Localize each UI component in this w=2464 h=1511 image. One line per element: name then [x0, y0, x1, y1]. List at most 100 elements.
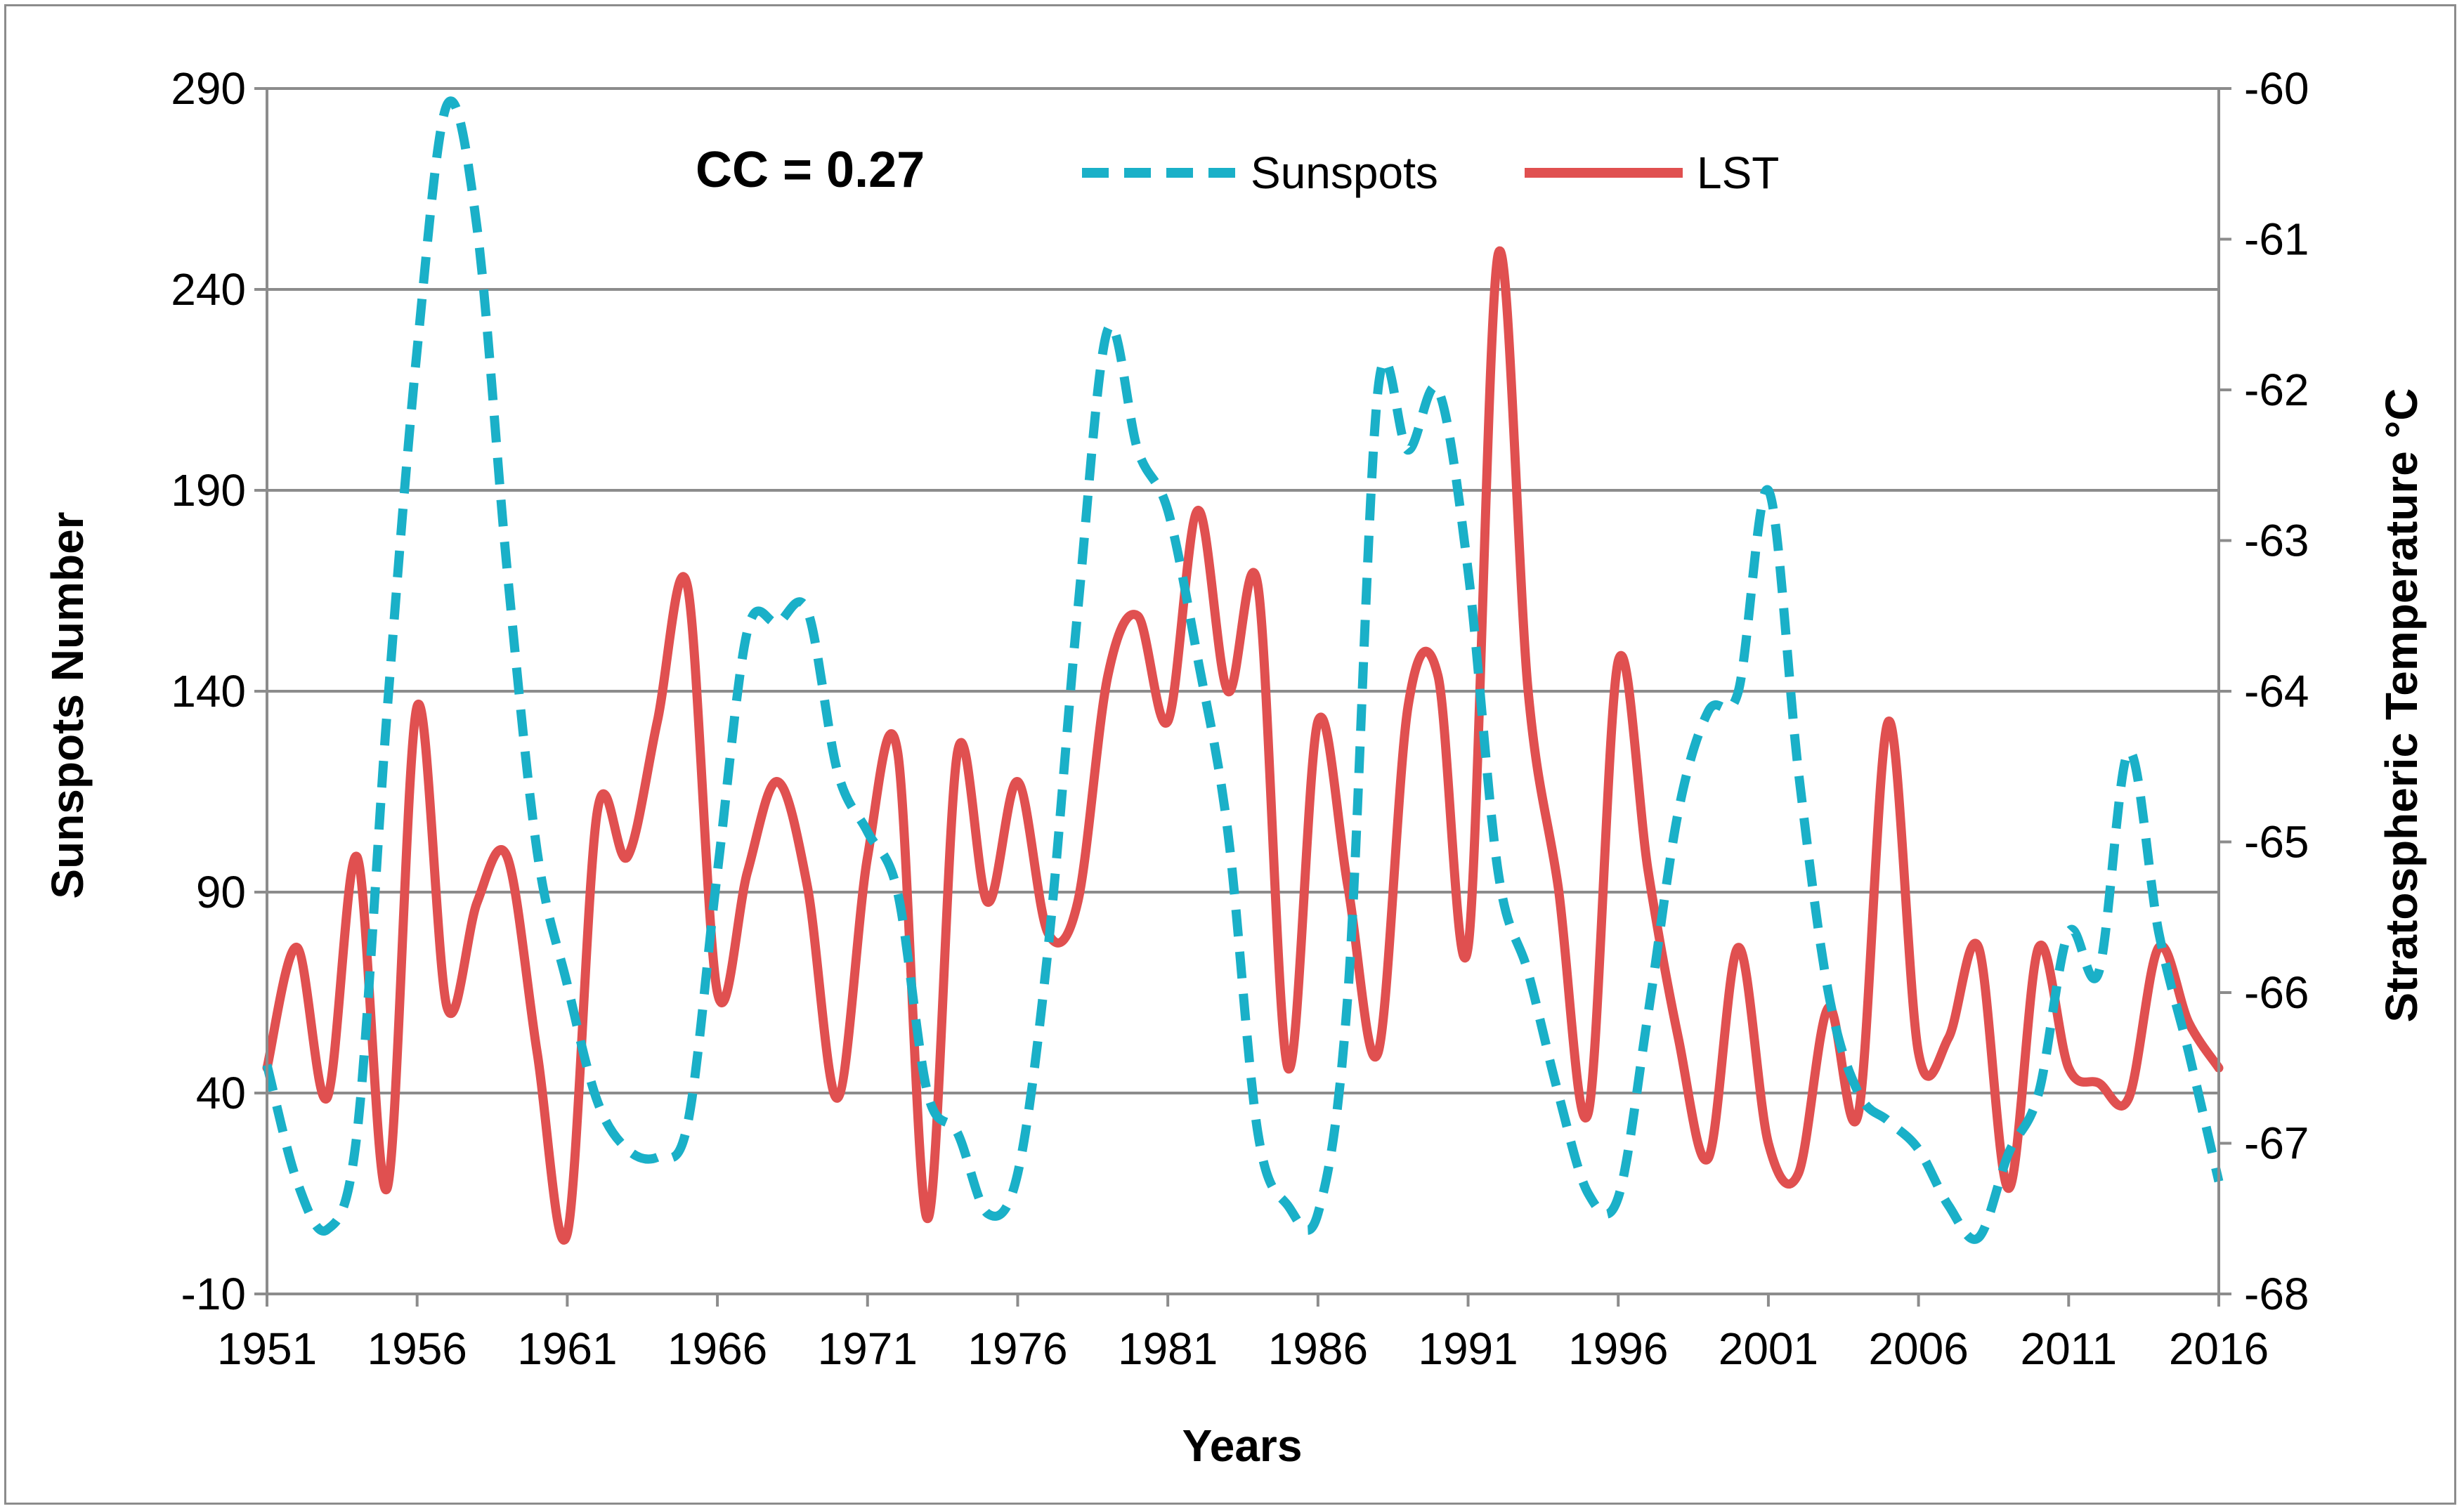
data-point-sunspots-1993 [1527, 971, 1530, 974]
data-point-sunspots-1986 [1317, 1212, 1319, 1215]
data-point-sunspots-2010 [2038, 1092, 2040, 1094]
data-point-sunspots-1968 [776, 622, 779, 624]
data-point-sunspots-1962 [596, 1099, 599, 1102]
data-point-sunspots-1981 [1166, 509, 1169, 512]
data-point-lst-1973 [926, 1217, 929, 1220]
data-point-sunspots-1970 [836, 770, 839, 773]
data-point-sunspots-2009 [2007, 1152, 2010, 1155]
legend-label-lst: LST [1697, 148, 1779, 198]
data-point-lst-1953 [325, 1097, 328, 1099]
y-right-tick-label: -62 [2244, 365, 2309, 415]
data-point-sunspots-2003 [1827, 991, 1830, 994]
data-point-lst-1990 [1437, 675, 1440, 678]
data-point-lst-1960 [536, 1052, 539, 1054]
y-right-tick-label: -65 [2244, 817, 2309, 868]
data-point-sunspots-1969 [806, 610, 809, 613]
y-right-tick-label: -60 [2244, 63, 2309, 114]
data-point-sunspots-2008 [1977, 1236, 1980, 1239]
y-right-tick-label: -66 [2244, 967, 2309, 1018]
x-tick-label: 1966 [667, 1323, 767, 1374]
data-point-lst-1976 [1016, 780, 1019, 783]
correlation-annotation: CC = 0.27 [696, 142, 925, 198]
y-left-tick-label: 140 [171, 666, 246, 717]
y-right-tick-label: -61 [2244, 214, 2309, 265]
data-point-sunspots-1963 [626, 1148, 629, 1151]
data-point-sunspots-2002 [1797, 770, 1800, 773]
data-point-sunspots-1996 [1617, 1196, 1619, 1199]
x-axis-title: Years [1182, 1420, 1303, 1471]
data-point-lst-2006 [1917, 1052, 1920, 1054]
data-point-lst-2005 [1887, 720, 1890, 723]
data-point-sunspots-2006 [1917, 1148, 1920, 1151]
y-left-tick-label: 290 [171, 63, 246, 114]
tick-layer: 1951 1956 1961 1966 1971 1976 1981 1986 1991 1996… [171, 63, 2309, 1374]
data-point-sunspots-1994 [1557, 1092, 1560, 1094]
data-point-sunspots-1983 [1227, 830, 1230, 833]
data-point-sunspots-1989 [1407, 449, 1409, 452]
data-point-sunspots-1974 [956, 1132, 959, 1134]
grid-layer [267, 87, 2219, 1295]
data-point-sunspots-1987 [1347, 991, 1350, 994]
data-point-lst-2011 [2067, 1066, 2070, 1069]
y-right-tick-label: -68 [2244, 1269, 2309, 1319]
data-point-lst-2000 [1737, 946, 1740, 949]
data-point-lst-1966 [716, 991, 719, 994]
data-point-lst-2010 [2038, 946, 2040, 949]
x-tick-label: 2011 [2020, 1323, 2117, 1374]
data-point-sunspots-2000 [1737, 690, 1740, 693]
data-point-lst-1995 [1586, 1112, 1589, 1115]
data-point-lst-1992 [1497, 253, 1499, 256]
data-point-lst-2007 [1947, 1036, 1950, 1039]
data-point-sunspots-1952 [296, 1180, 299, 1183]
data-point-sunspots-1972 [897, 891, 899, 894]
data-point-sunspots-1958 [476, 228, 478, 230]
data-point-sunspots-2007 [1947, 1204, 1950, 1207]
y-right-tick-label: -64 [2244, 666, 2309, 717]
data-point-lst-1959 [506, 856, 509, 858]
data-point-lst-2009 [2007, 1187, 2010, 1190]
series-line-lst [262, 247, 2224, 1245]
data-point-lst-1965 [686, 584, 689, 587]
data-point-sunspots-2011 [2067, 931, 2070, 934]
y-left-tick-label: 40 [196, 1068, 246, 1118]
data-point-sunspots-1973 [926, 1092, 929, 1094]
y-axis-right-title: Stratospheric Temperature °C [2376, 388, 2427, 1023]
data-point-sunspots-1978 [1076, 610, 1079, 613]
y-left-tick-label: -10 [181, 1269, 247, 1319]
y-left-tick-label: 90 [196, 867, 246, 917]
data-point-lst-1993 [1527, 690, 1530, 693]
data-point-lst-1988 [1376, 1052, 1379, 1054]
series-layer [262, 96, 2224, 1245]
data-point-lst-1954 [356, 856, 358, 858]
data-point-lst-2012 [2097, 1082, 2100, 1085]
data-point-lst-1968 [776, 780, 779, 783]
x-tick-label: 2006 [1868, 1323, 1968, 1374]
data-point-sunspots-1991 [1467, 569, 1470, 572]
data-point-lst-1961 [566, 1232, 568, 1235]
data-point-sunspots-1964 [656, 1156, 659, 1159]
data-point-sunspots-1988 [1376, 388, 1379, 391]
data-point-lst-1974 [956, 750, 959, 753]
data-point-lst-1975 [986, 901, 989, 903]
data-point-lst-1996 [1617, 660, 1619, 662]
data-point-lst-2008 [1977, 946, 1980, 949]
data-point-sunspots-1992 [1497, 870, 1499, 873]
x-tick-label: 2001 [1719, 1323, 1818, 1374]
data-point-lst-2002 [1797, 1172, 1800, 1175]
data-point-sunspots-1998 [1677, 811, 1680, 813]
data-point-sunspots-1960 [536, 851, 539, 853]
data-point-lst-1997 [1647, 870, 1650, 873]
y-axis-left-title: Sunspots Number [42, 511, 93, 898]
data-point-lst-1986 [1317, 720, 1319, 723]
data-point-sunspots-2012 [2097, 971, 2100, 974]
data-point-lst-2004 [1857, 1112, 1860, 1115]
data-point-lst-1979 [1107, 675, 1109, 678]
data-point-lst-1958 [476, 901, 478, 903]
axis-layer [254, 87, 2231, 1307]
data-point-lst-1952 [296, 946, 299, 949]
data-point-lst-1978 [1076, 901, 1079, 903]
data-point-lst-2013 [2127, 1097, 2130, 1099]
x-tick-label: 1996 [1568, 1323, 1668, 1374]
data-point-sunspots-1975 [986, 1212, 989, 1215]
